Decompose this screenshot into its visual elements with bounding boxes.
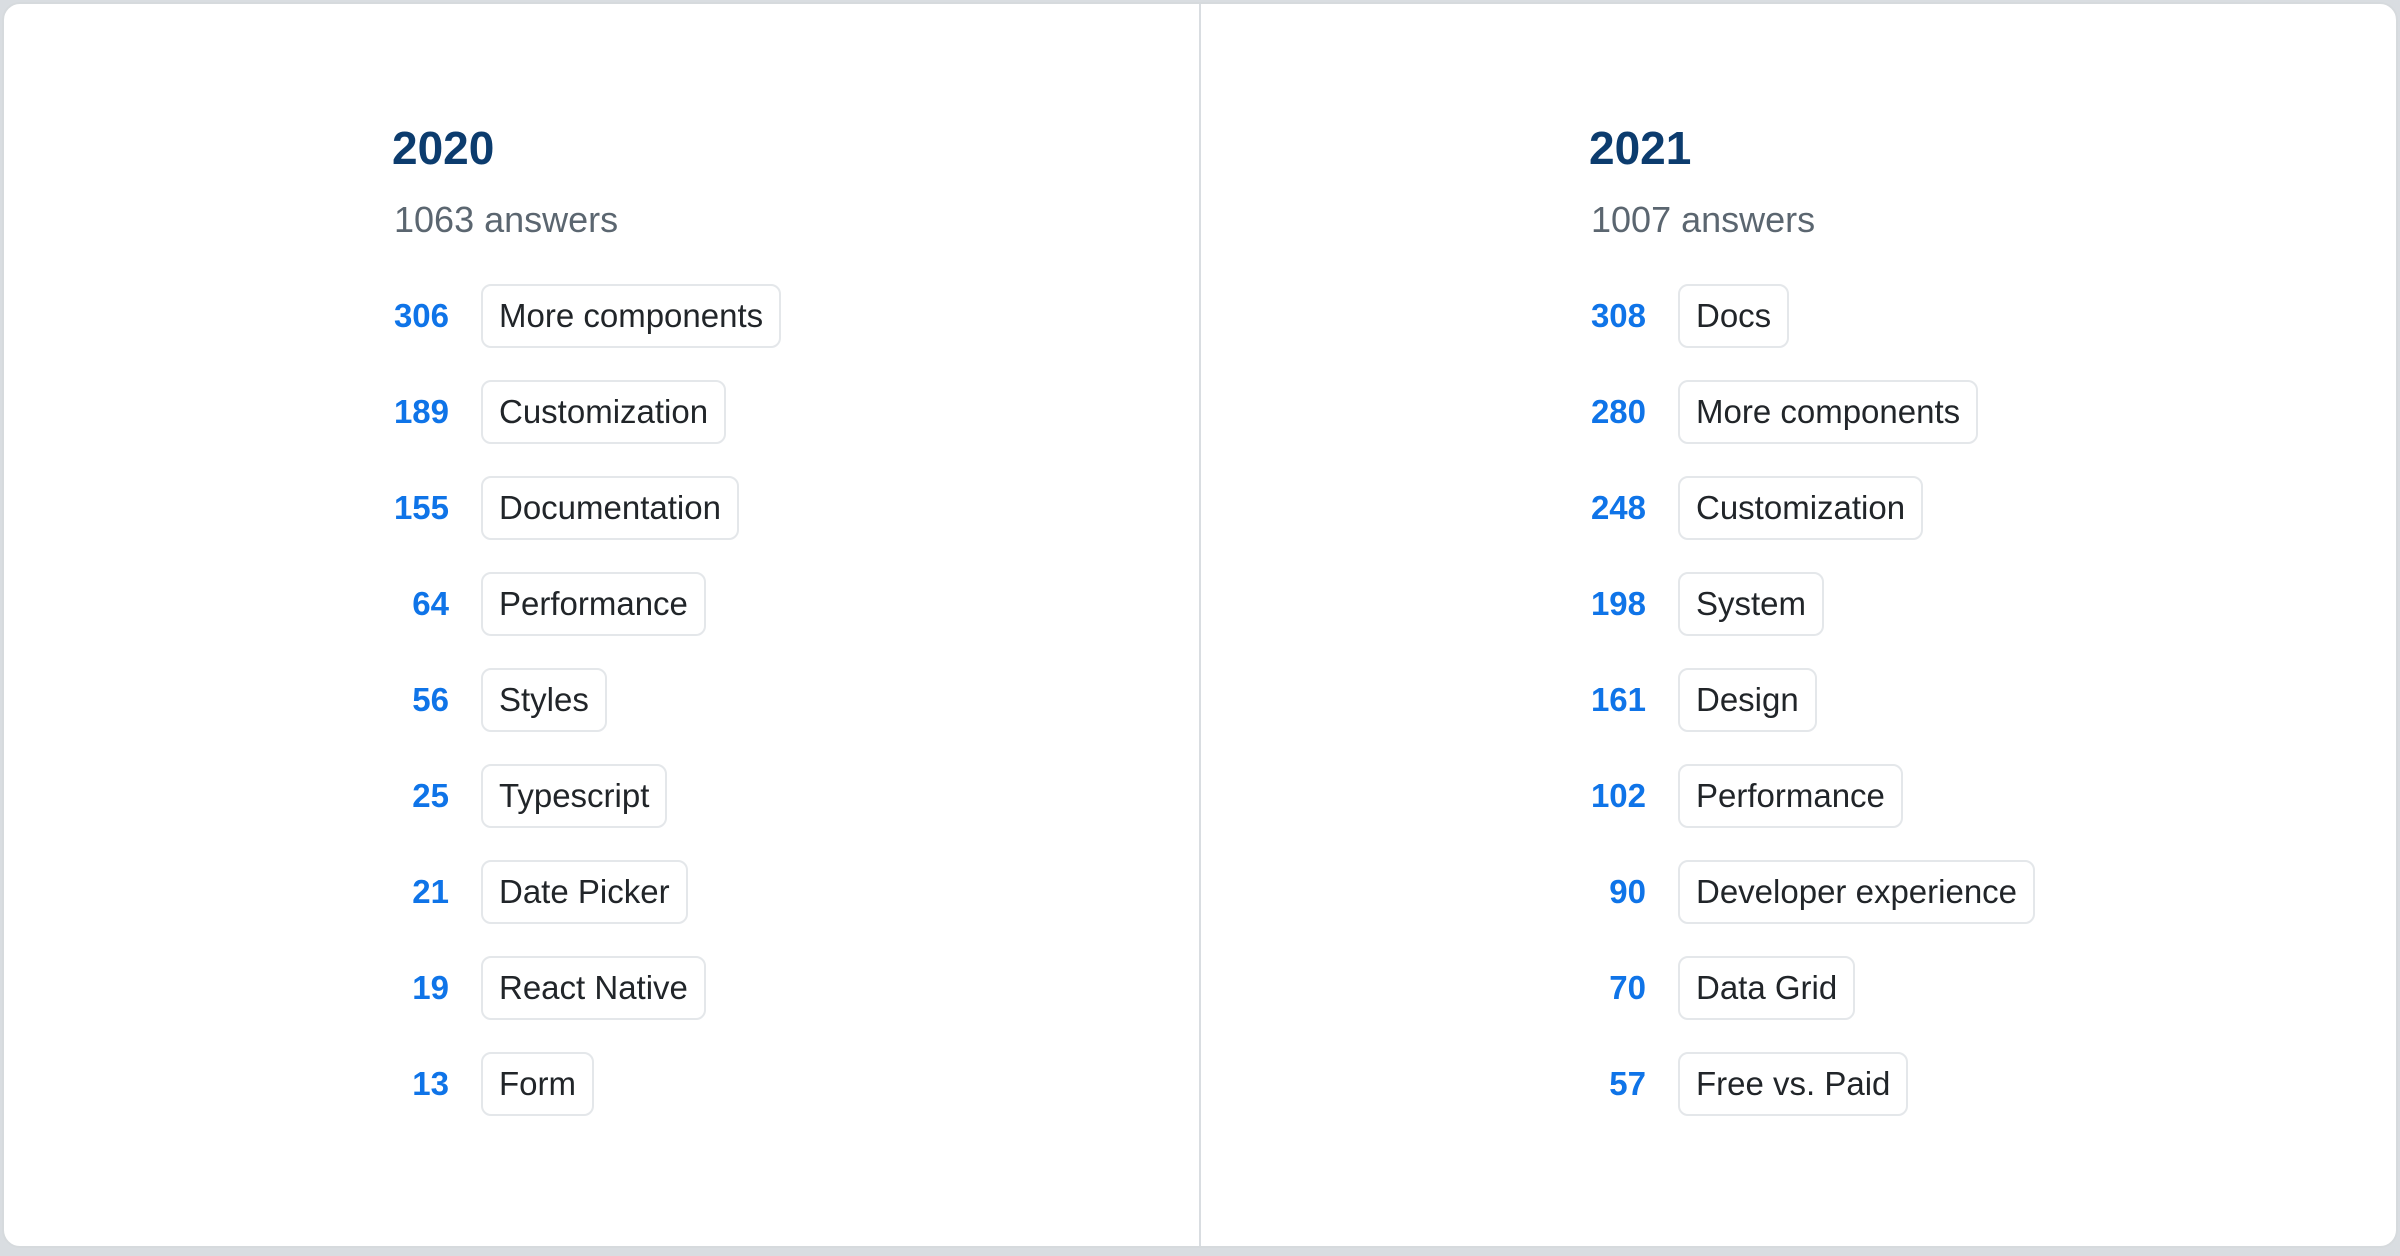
result-chip: Docs [1678,284,1790,349]
result-row: 64 Performance [392,572,1159,637]
result-count: 308 [1590,297,1646,335]
result-row: 25 Typescript [392,764,1159,829]
results-list: 306 More components 189 Customization 15… [392,284,1159,1117]
result-chip: System [1678,572,1825,637]
result-count: 248 [1590,489,1646,527]
result-count: 21 [412,873,449,911]
answers-count: 1063 answers [394,198,619,240]
result-count: 13 [412,1065,449,1103]
result-row: 198 System [1589,572,2356,637]
result-row: 21 Date Picker [392,860,1159,925]
result-chip: Form [481,1052,594,1117]
result-chip: Performance [1678,764,1903,829]
result-chip: Developer experience [1678,860,2036,925]
result-row: 280 More components [1589,380,2356,445]
result-chip: Typescript [481,764,668,829]
answers-count: 1007 answers [1591,198,1816,240]
result-chip: Data Grid [1678,956,1856,1021]
result-chip: Customization [1678,476,1924,541]
result-count: 25 [412,777,449,815]
result-count: 161 [1590,681,1646,719]
result-count: 56 [412,681,449,719]
result-count: 102 [1590,777,1646,815]
result-row: 19 React Native [392,956,1159,1021]
year-heading: 2020 [392,122,495,174]
result-chip: Performance [481,572,706,637]
result-row: 56 Styles [392,668,1159,733]
result-row: 161 Design [1589,668,2356,733]
result-row: 57 Free vs. Paid [1589,1052,2356,1117]
result-chip: Styles [481,668,607,733]
result-count: 306 [393,297,449,335]
result-count: 198 [1590,585,1646,623]
result-count: 64 [412,585,449,623]
result-count: 90 [1609,873,1646,911]
result-chip: Free vs. Paid [1678,1052,1909,1117]
result-chip: Documentation [481,476,739,541]
year-heading: 2021 [1589,122,1692,174]
result-row: 155 Documentation [392,476,1159,541]
result-row: 308 Docs [1589,284,2356,349]
result-row: 90 Developer experience [1589,860,2356,925]
result-row: 306 More components [392,284,1159,349]
result-count: 70 [1609,969,1646,1007]
result-count: 57 [1609,1065,1646,1103]
result-chip: Customization [481,380,727,445]
result-chip: More components [481,284,782,349]
results-list: 308 Docs 280 More components 248 Customi… [1589,284,2356,1117]
result-row: 102 Performance [1589,764,2356,829]
result-chip: Date Picker [481,860,688,925]
result-chip: More components [1678,380,1979,445]
result-chip: React Native [481,956,706,1021]
year-column-2021: 2021 1007 answers 308 Docs 280 More comp… [1199,4,2396,1246]
result-chip: Design [1678,668,1817,733]
result-row: 189 Customization [392,380,1159,445]
result-count: 155 [393,489,449,527]
year-column-2020: 2020 1063 answers 306 More components 18… [4,4,1199,1246]
result-row: 248 Customization [1589,476,2356,541]
result-row: 70 Data Grid [1589,956,2356,1021]
result-row: 13 Form [392,1052,1159,1117]
result-count: 189 [393,393,449,431]
result-count: 19 [412,969,449,1007]
result-count: 280 [1590,393,1646,431]
